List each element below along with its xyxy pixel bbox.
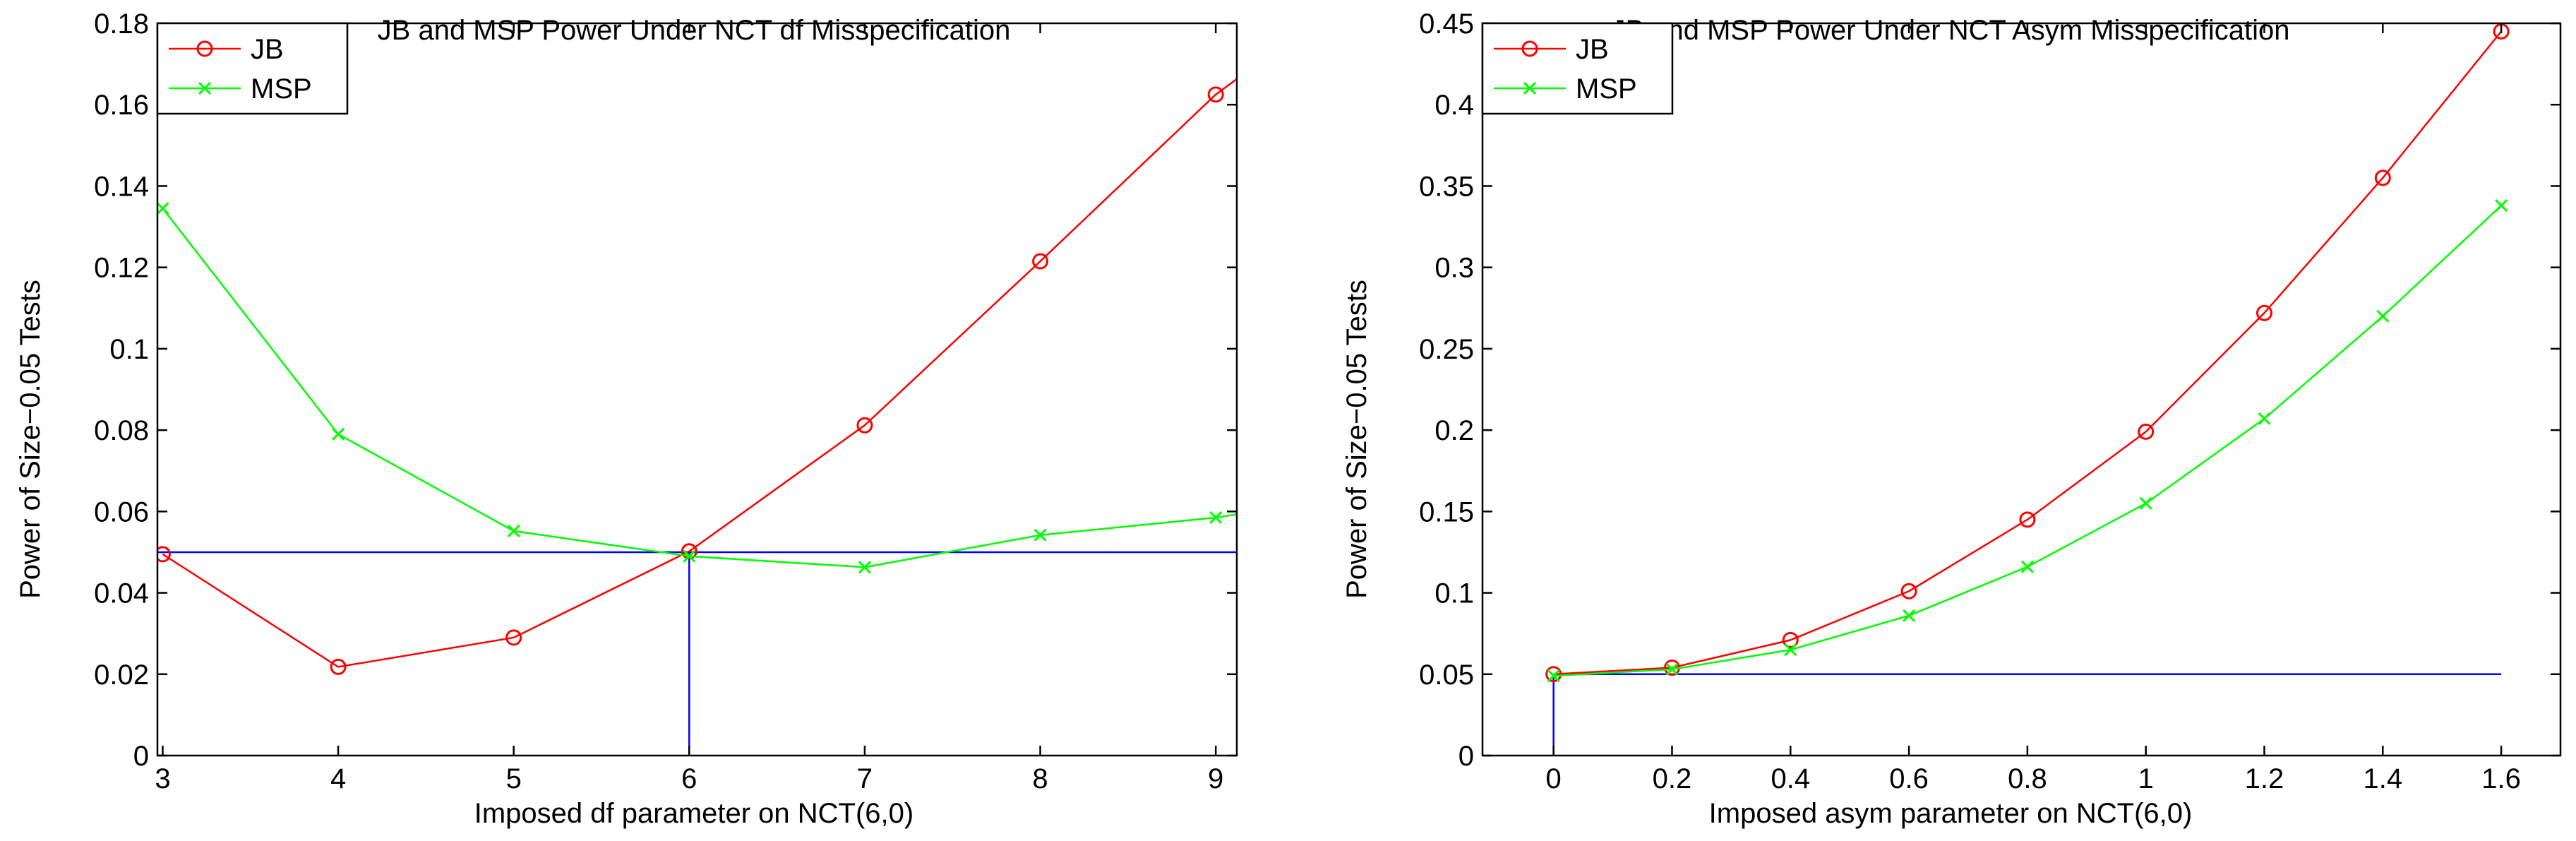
right-chart-ytick-label: 0	[1458, 741, 1474, 772]
left-chart-ytick-label: 0.04	[94, 578, 149, 609]
right-chart-jb-point	[2374, 169, 2391, 186]
right-chart-xtick-label: 1	[2138, 763, 2154, 794]
left-chart-jb-point	[856, 417, 873, 434]
right-chart-xtick-label: 1.2	[2245, 763, 2284, 794]
right-chart-ytick-label: 0.05	[1419, 660, 1474, 691]
right-chart-ytick-label: 0.1	[1434, 578, 1474, 609]
left-chart-ytick-label: 0.12	[94, 253, 149, 284]
right-chart-ytick-label: 0.4	[1434, 90, 1474, 121]
left-chart-legend-jb-marker	[196, 40, 213, 57]
right-chart-title: JB and MSP Power Under NCT Asym Misspeci…	[1611, 15, 2289, 46]
right-chart-plot-group: 0 0.2 0.4 0.6 0.8 1 1.2 1.4 1.6 0 0.05 0.1 0.15 0.2 0.…	[1419, 8, 2562, 794]
right-chart-msp-point	[1547, 669, 1560, 683]
right-chart-legend-box	[1481, 22, 1674, 115]
left-chart-ytick-label: 0.16	[94, 90, 149, 121]
left-chart-jb-point	[157, 546, 171, 563]
right-chart-legend-jb-marker	[1521, 40, 1538, 57]
left-chart-msp-point	[332, 427, 345, 441]
right-chart-jb-point	[1545, 666, 1562, 683]
right-chart-jb-point	[1782, 631, 1799, 648]
left-chart-legend-msp-label: MSP	[251, 73, 312, 105]
right-chart-ytick-label: 0.35	[1419, 171, 1474, 202]
right-chart-msp-point	[2258, 412, 2271, 426]
right-chart-jb-line	[1553, 30, 2503, 676]
right-chart-xtick-label: 1.4	[2363, 763, 2402, 794]
right-chart-xtick-label: 0.4	[1771, 763, 1810, 794]
left-chart-xtick-label: 6	[681, 763, 697, 794]
right-chart-msp-point	[2495, 199, 2508, 213]
left-chart-legend-msp-marker	[198, 81, 212, 95]
left-chart-title: JB and MSP Power Under NCT df Misspecifi…	[378, 15, 1011, 46]
left-chart-ytick-label: 0.06	[94, 496, 149, 527]
right-chart-xtick-label: 0.2	[1653, 763, 1692, 794]
right-chart-panel: JB and MSP Power Under NCT Asym Misspeci…	[1341, 15, 2290, 829]
left-chart-ytick-label: 0	[133, 741, 149, 772]
left-chart-jb-point	[681, 543, 697, 560]
left-chart-xtick-label: 3	[155, 763, 170, 794]
left-chart-msp-line	[162, 208, 1237, 568]
left-chart-xtick-label: 5	[506, 763, 522, 794]
right-chart-jb-point	[2019, 511, 2036, 528]
left-chart-msp-point	[683, 549, 696, 563]
left-chart-axes-box	[156, 22, 1238, 757]
right-chart-xlabel: Imposed asym parameter on NCT(6,0)	[1709, 798, 2193, 829]
right-chart-ylabel: Power of Size−0.05 Tests	[1341, 280, 1372, 599]
right-chart-xtick-label: 0.8	[2008, 763, 2047, 794]
right-chart-ytick-label: 0.25	[1419, 334, 1474, 365]
left-chart-ytick-label: 0.14	[94, 171, 149, 202]
right-chart-jb-point	[2138, 423, 2155, 440]
left-chart-xtick-label: 4	[330, 763, 346, 794]
right-chart-msp-point	[1665, 662, 1679, 676]
left-chart-jb-point	[505, 629, 522, 646]
right-chart-jb-point	[1900, 583, 1917, 600]
left-chart-msp-point	[1209, 511, 1223, 525]
right-chart-msp-point	[1784, 643, 1797, 657]
right-chart-ytick-label: 0.15	[1419, 496, 1474, 527]
left-chart-msp-point	[157, 202, 169, 215]
right-chart-xtick-label: 0	[1546, 763, 1562, 794]
left-chart-ytick-label: 0.18	[94, 8, 149, 40]
left-chart-legend-jb-label: JB	[251, 34, 284, 65]
right-chart-msp-point	[2020, 560, 2034, 573]
left-chart-jb-point	[330, 658, 347, 675]
left-chart-legend-box	[156, 22, 349, 115]
left-chart-plot-area	[157, 78, 1237, 756]
right-chart-xtick-label: 1.6	[2481, 763, 2521, 794]
right-chart-jb-point	[2256, 304, 2272, 321]
left-chart-jb-line	[162, 78, 1237, 668]
right-chart-legend: JB MSP	[1481, 22, 1674, 115]
right-chart-plot-area	[1545, 23, 2510, 756]
left-chart-ytick-label: 0.02	[94, 660, 149, 691]
right-chart-legend-msp-marker	[1523, 81, 1537, 95]
left-chart-xlabel: Imposed df parameter on NCT(6,0)	[474, 798, 913, 829]
left-chart-msp-point	[1034, 528, 1047, 542]
left-chart-ytick-label: 0.08	[94, 415, 149, 446]
right-chart-legend-msp-label: MSP	[1576, 73, 1637, 105]
left-chart-ylabel: Power of Size−0.05 Tests	[15, 280, 46, 599]
right-chart-xtick-label: 0.6	[1889, 763, 1929, 794]
left-chart-xtick-label: 9	[1208, 763, 1223, 794]
left-chart-panel: JB and MSP Power Under NCT df Misspecifi…	[15, 15, 1010, 829]
left-chart-jb-point	[1207, 86, 1224, 103]
left-chart-jb-point	[1032, 253, 1049, 270]
right-chart-msp-point	[2376, 309, 2390, 323]
left-chart-xtick-label: 7	[857, 763, 873, 794]
left-chart-plot-group: 3 4 5 6 7 8 9 0 0.02 0.04 0.06 0.08 0.1 0.12 0.14 0.16 0…	[94, 8, 1238, 794]
left-chart-ytick-label: 0.1	[109, 334, 149, 365]
right-chart-ytick-label: 0.45	[1419, 8, 1474, 40]
right-chart-ytick-label: 0.3	[1434, 253, 1474, 284]
right-chart-msp-point	[1903, 609, 1916, 622]
right-chart-legend-jb-label: JB	[1576, 34, 1609, 65]
left-chart-legend: JB MSP	[156, 22, 349, 115]
left-chart-msp-point	[507, 524, 520, 538]
left-chart-xtick-label: 8	[1032, 763, 1048, 794]
right-chart-ytick-label: 0.2	[1434, 415, 1474, 446]
right-chart-msp-point	[2139, 496, 2152, 510]
left-chart-msp-point	[858, 561, 871, 574]
right-chart-axes-box	[1481, 22, 2562, 757]
